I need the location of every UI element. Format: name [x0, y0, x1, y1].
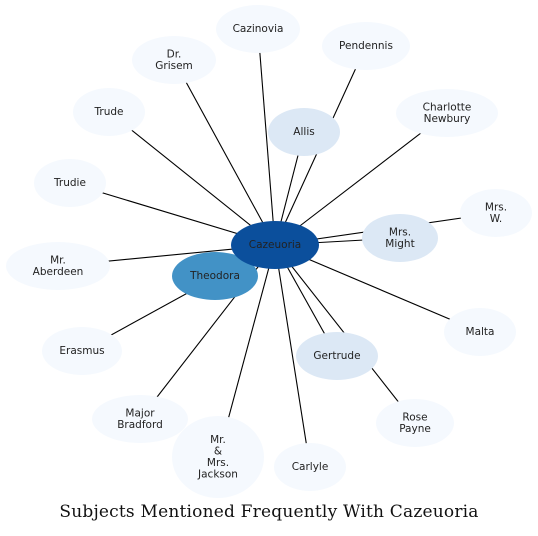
node-gertrude: Gertrude: [296, 332, 378, 380]
node-major-bradford-shape: [92, 395, 188, 443]
node-erasmus-shape: [42, 327, 122, 375]
node-dr-grisem-label: Grisem: [155, 60, 193, 72]
node-mr-aberdeen-label: Aberdeen: [33, 266, 84, 278]
node-mrs-might-label: Mrs.: [389, 226, 411, 238]
nodes: Cazinovia Dr.Grisem Pendennis Trude Allis Cha…: [6, 5, 532, 498]
node-mrs-might: Mrs.Might: [362, 214, 438, 262]
node-major-bradford-label: Bradford: [117, 419, 163, 431]
node-cazinovia-shape: [216, 5, 300, 53]
node-trudie: Trudie: [34, 159, 106, 207]
node-major-bradford-label: Major: [125, 407, 155, 419]
node-mr-mrs-jackson-shape: [172, 416, 264, 498]
edge-cazinovia: [257, 28, 276, 246]
node-cazinovia-label: Cazinovia: [233, 23, 284, 35]
node-malta: Malta: [444, 308, 516, 356]
edge-charlotte-newbury: [274, 112, 448, 246]
node-mrs-w-label: W.: [490, 213, 503, 225]
node-cazinovia: Cazinovia: [216, 5, 300, 53]
node-mr-mrs-jackson-label: Mr.: [210, 434, 226, 446]
node-charlotte-newbury-shape: [396, 89, 498, 137]
network-diagram: Cazinovia Dr.Grisem Pendennis Trude Allis Cha…: [6, 5, 532, 498]
node-gertrude-shape: [296, 332, 378, 380]
node-dr-grisem-label: Dr.: [167, 48, 182, 60]
node-allis: Allis: [268, 108, 340, 156]
node-allis-label: Allis: [293, 126, 314, 138]
node-theodora-label: Theodora: [189, 270, 240, 282]
node-carlyle: Carlyle: [274, 443, 346, 491]
edge-trude: [108, 111, 276, 246]
node-trude: Trude: [73, 88, 145, 136]
node-pendennis: Pendennis: [322, 22, 410, 70]
node-allis-shape: [268, 108, 340, 156]
node-trude-shape: [73, 88, 145, 136]
node-mr-aberdeen: Mr.Aberdeen: [6, 242, 110, 290]
node-pendennis-shape: [322, 22, 410, 70]
node-charlotte-newbury-label: Charlotte: [423, 101, 472, 113]
node-pendennis-label: Pendennis: [339, 40, 393, 52]
node-carlyle-label: Carlyle: [292, 461, 329, 473]
node-rose-payne-label: Rose: [402, 411, 427, 423]
node-mrs-w-shape: [460, 189, 532, 237]
node-malta-shape: [444, 308, 516, 356]
node-malta-label: Malta: [466, 326, 495, 338]
node-mrs-might-shape: [362, 214, 438, 262]
node-mrs-might-label: Might: [385, 238, 414, 250]
node-mr-mrs-jackson-label: &: [214, 445, 222, 457]
node-cazeuoria-shape: [231, 221, 319, 269]
node-theodora: Theodora: [172, 252, 258, 300]
edge-dr-grisem: [173, 59, 276, 246]
node-cazeuoria: Cazeuoria: [231, 221, 319, 269]
node-rose-payne-shape: [376, 399, 454, 447]
node-trudie-shape: [34, 159, 106, 207]
node-gertrude-label: Gertrude: [313, 350, 360, 362]
node-mrs-w-label: Mrs.: [485, 201, 507, 213]
node-mr-aberdeen-shape: [6, 242, 110, 290]
node-erasmus-label: Erasmus: [59, 345, 104, 357]
node-dr-grisem-shape: [132, 36, 216, 84]
node-carlyle-shape: [274, 443, 346, 491]
node-cazeuoria-label: Cazeuoria: [249, 239, 302, 251]
node-mr-mrs-jackson-label: Jackson: [197, 468, 238, 480]
node-rose-payne-label: Payne: [399, 423, 431, 435]
node-erasmus: Erasmus: [42, 327, 122, 375]
edge-carlyle: [274, 244, 311, 468]
node-mr-mrs-jackson: Mr.&Mrs.Jackson: [172, 416, 264, 498]
node-mr-aberdeen-label: Mr.: [50, 254, 66, 266]
diagram-title: Subjects Mentioned Frequently With Cazeu…: [59, 502, 479, 522]
node-dr-grisem: Dr.Grisem: [132, 36, 216, 84]
node-mrs-w: Mrs.W.: [460, 189, 532, 237]
node-mr-mrs-jackson-label: Mrs.: [207, 457, 229, 469]
node-charlotte-newbury-label: Newbury: [424, 113, 471, 125]
node-trudie-label: Trudie: [53, 177, 86, 189]
node-trude-label: Trude: [94, 106, 124, 118]
node-theodora-shape: [172, 252, 258, 300]
